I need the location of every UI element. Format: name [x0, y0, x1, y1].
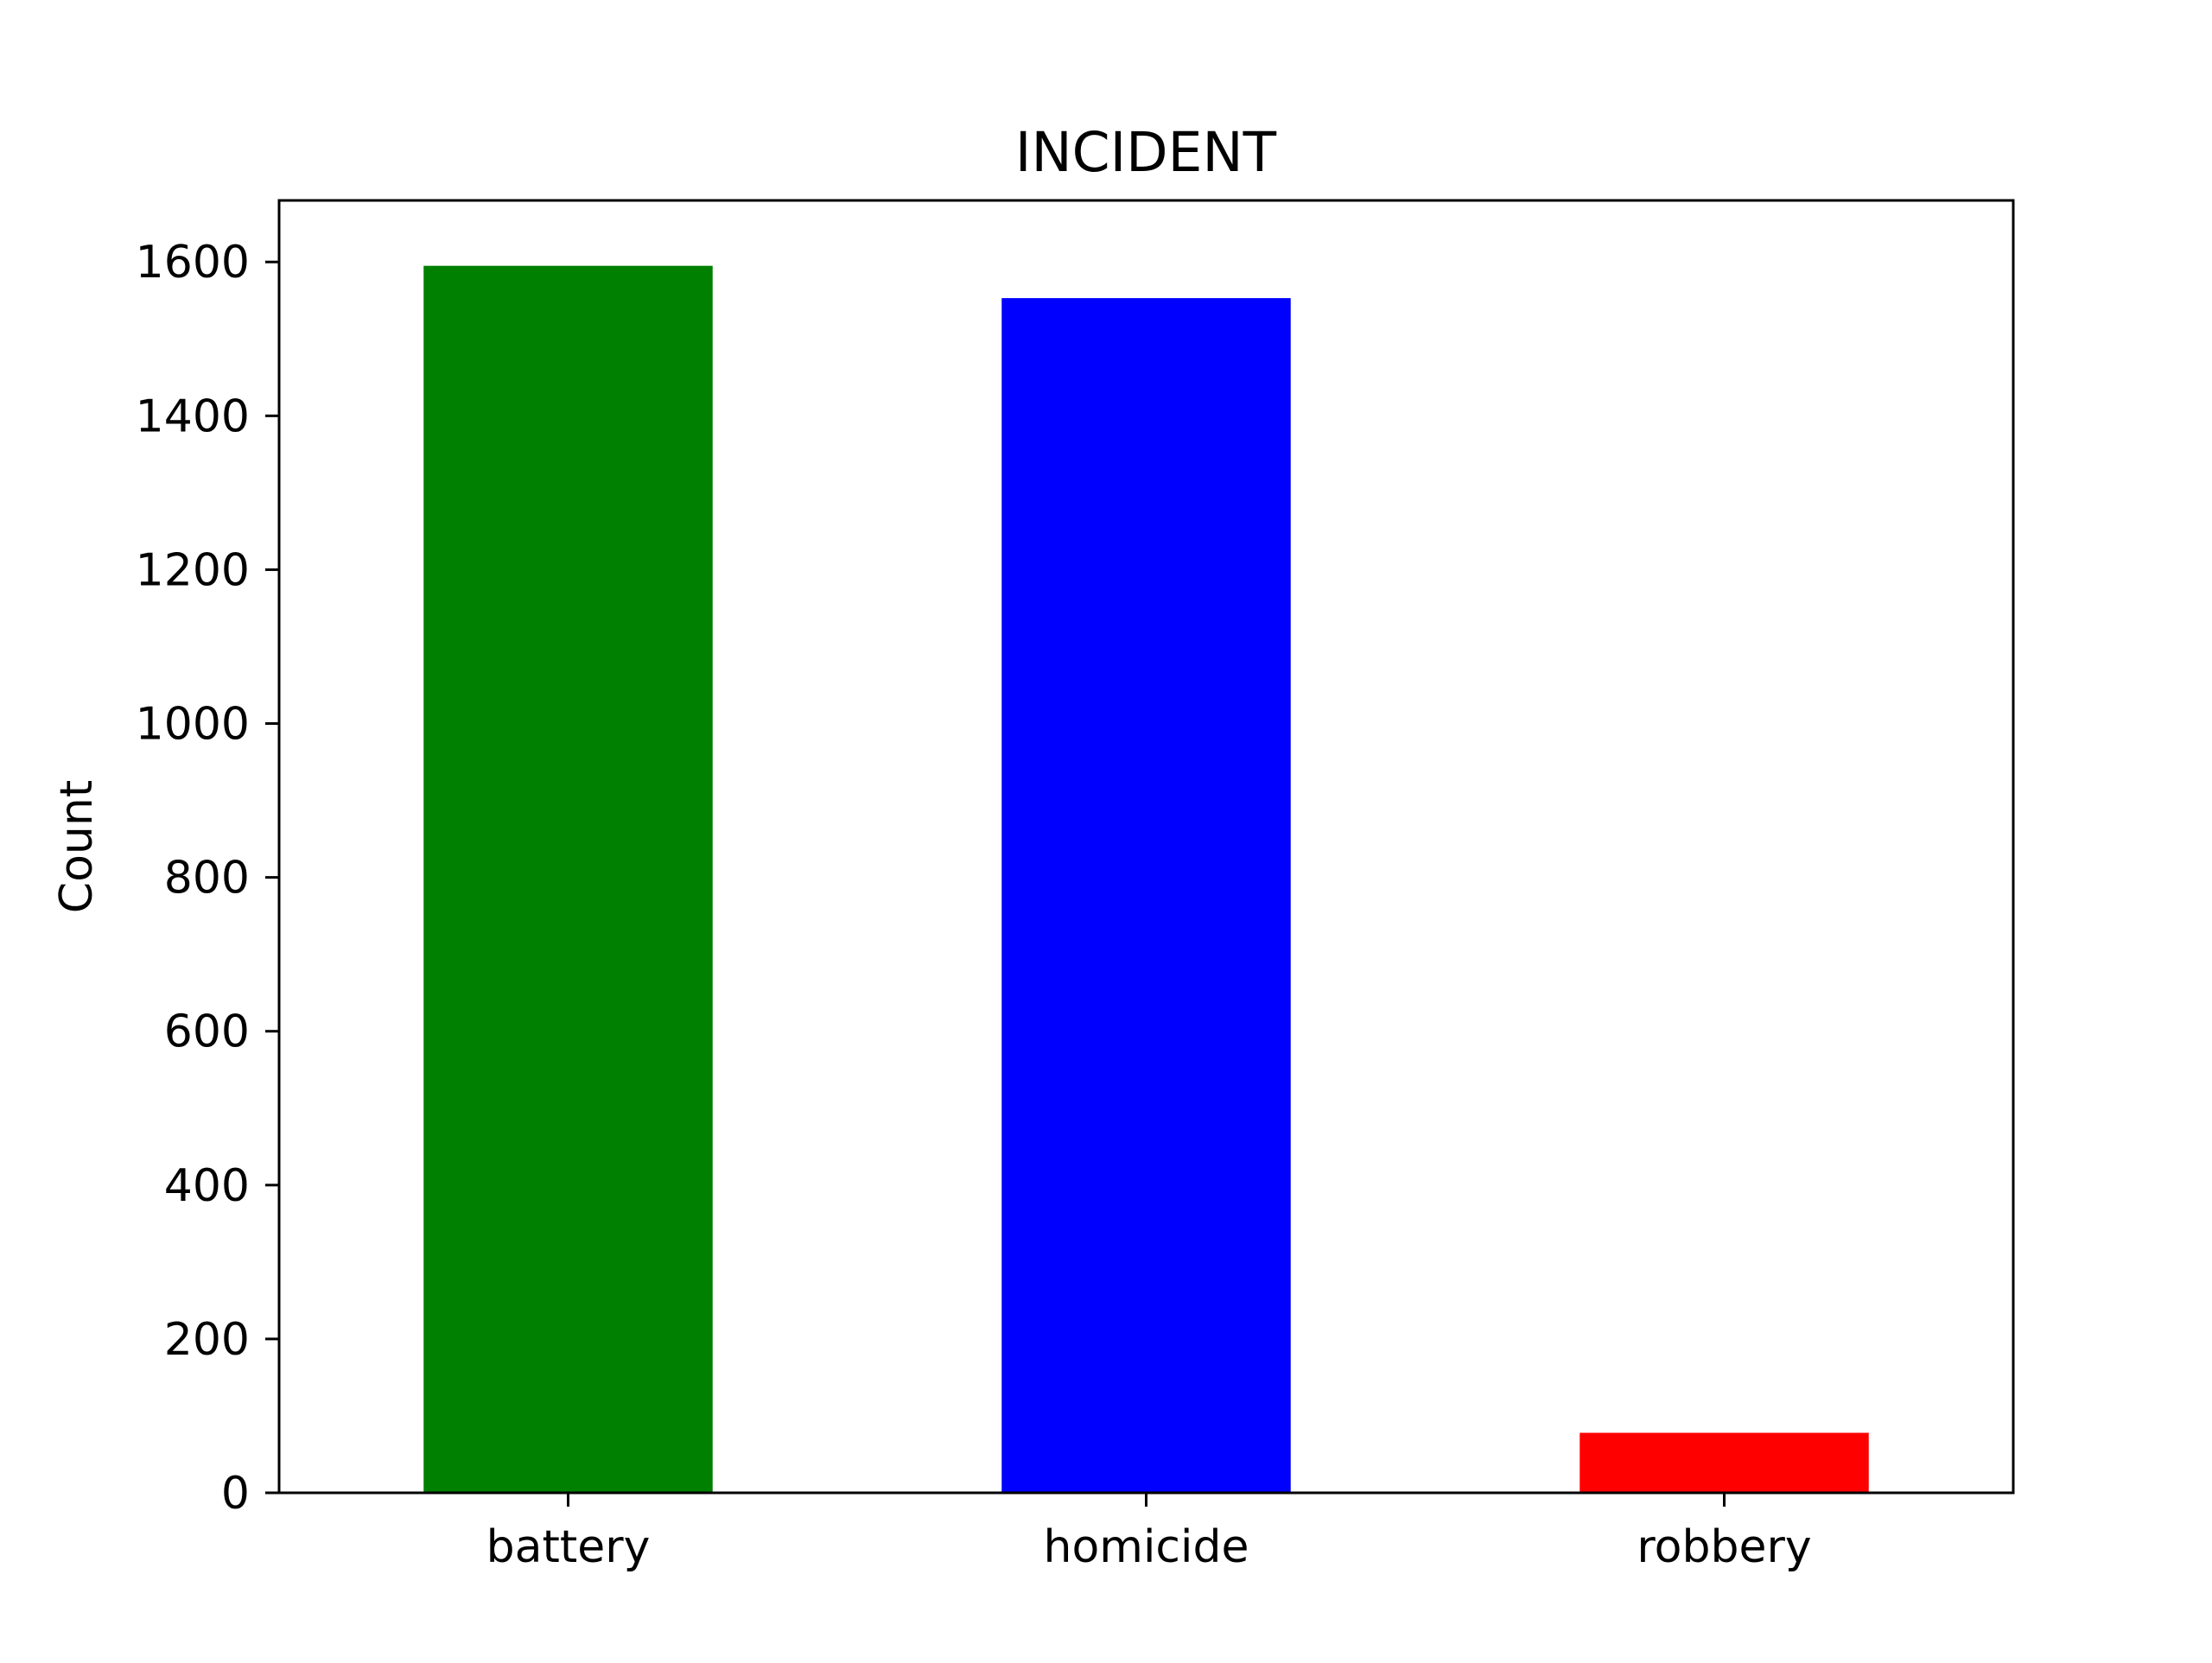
x-tick-label: robbery: [1637, 1521, 1811, 1573]
y-tick-label: 0: [221, 1468, 250, 1520]
y-tick-label: 400: [164, 1160, 250, 1212]
x-tick-label: battery: [486, 1521, 651, 1573]
y-axis: 0 200 400 600 800 1000 1200 1400 1600: [136, 237, 279, 1520]
bar-homicide: [1001, 298, 1291, 1494]
x-tick-label: homicide: [1044, 1521, 1249, 1573]
y-tick-label: 1600: [136, 237, 250, 289]
bars-layer: [423, 265, 1869, 1494]
x-axis: battery homicide robbery: [486, 1493, 1812, 1573]
y-tick-label: 800: [164, 853, 250, 904]
bar-robbery: [1580, 1432, 1869, 1493]
y-tick-label: 1400: [136, 390, 250, 442]
y-axis-label: Count: [51, 780, 103, 913]
y-tick-label: 200: [164, 1314, 250, 1366]
chart-title: INCIDENT: [1015, 121, 1277, 184]
y-tick-label: 1000: [136, 699, 250, 751]
y-tick-label: 1200: [136, 544, 250, 596]
y-tick-label: 600: [164, 1006, 250, 1058]
bar-battery: [423, 265, 713, 1494]
